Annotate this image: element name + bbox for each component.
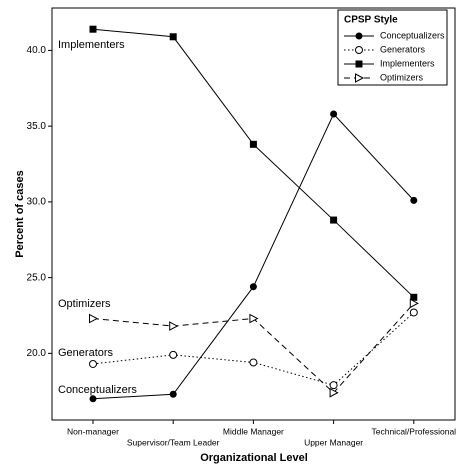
marker	[249, 283, 257, 291]
y-tick-label: 25.0	[27, 272, 47, 283]
y-axis-title: Percent of cases	[14, 170, 26, 257]
marker	[330, 216, 338, 224]
marker	[355, 73, 365, 83]
y-tick-label: 20.0	[27, 348, 47, 359]
marker	[329, 381, 338, 390]
legend-label: Generators	[380, 44, 426, 54]
marker	[169, 350, 178, 359]
marker	[410, 293, 418, 301]
y-tick-label: 30.0	[27, 197, 47, 208]
marker	[169, 33, 177, 41]
series-annotation: Conceptualizers	[58, 384, 137, 396]
legend-label: Implementers	[380, 58, 435, 68]
marker	[329, 387, 339, 398]
x-tick-label: Upper Manager	[304, 437, 363, 447]
marker	[409, 308, 418, 317]
marker	[249, 358, 258, 367]
marker	[169, 321, 179, 331]
marker	[249, 313, 259, 324]
marker	[89, 395, 97, 403]
legend-title: CPSP Style	[344, 15, 398, 26]
marker	[89, 359, 97, 368]
x-tick-label: Technical/Professional	[372, 426, 457, 436]
marker	[410, 196, 418, 204]
marker	[89, 313, 99, 324]
marker	[169, 390, 177, 398]
marker	[409, 298, 419, 309]
x-axis-title: Organizational Level	[200, 452, 308, 464]
marker	[89, 25, 97, 33]
marker	[355, 60, 363, 68]
x-tick-label: Supervisor/Team Leader	[127, 437, 220, 447]
x-tick-label: Non-manager	[67, 426, 119, 436]
series-annotation: Implementers	[58, 39, 125, 51]
marker	[330, 110, 338, 118]
series-annotation: Generators	[58, 347, 114, 359]
y-tick-label: 35.0	[27, 121, 47, 132]
marker	[249, 140, 257, 148]
series-annotation: Optimizers	[58, 298, 111, 310]
y-tick-label: 40.0	[27, 45, 47, 56]
x-tick-label: Middle Manager	[223, 426, 284, 436]
marker	[355, 46, 363, 54]
legend-label: Optimizers	[380, 72, 424, 82]
legend-label: Conceptualizers	[380, 30, 445, 40]
marker	[355, 32, 363, 40]
